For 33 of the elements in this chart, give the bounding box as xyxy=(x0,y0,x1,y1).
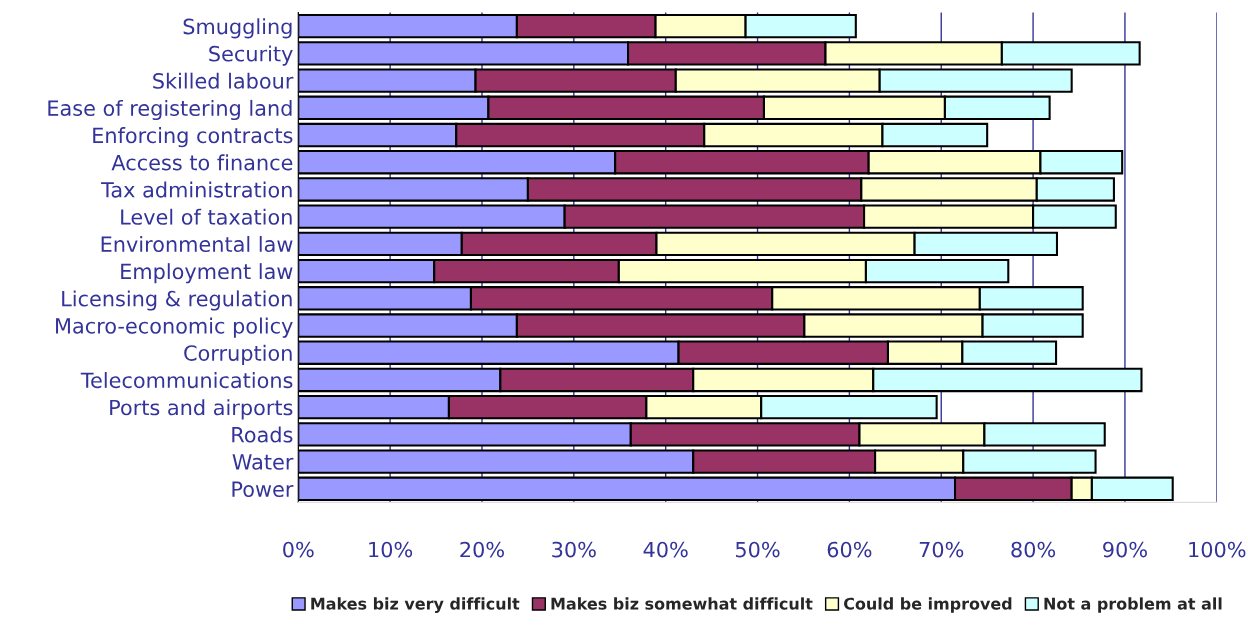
y-tick-label: Power xyxy=(232,481,294,497)
y-tick-label: Level of taxation xyxy=(121,208,292,225)
legend-label: Makes biz very difficult xyxy=(311,597,520,613)
y-tick-label: Smuggling xyxy=(183,18,292,39)
x-tick-label: 90% xyxy=(1103,541,1147,558)
y-tick-label: Telecommunications xyxy=(80,372,293,389)
x-tick-label: 20% xyxy=(460,541,504,558)
y-tick-label: Enforcing contracts xyxy=(93,127,293,148)
y-tick-label: Ease of registering land xyxy=(48,99,292,121)
y-tick-label: Ports and airports xyxy=(110,399,293,420)
x-tick-label: 30% xyxy=(552,541,596,558)
legend-label: Makes biz somewhat difficult xyxy=(551,597,813,610)
y-tick-label: Water xyxy=(232,454,294,470)
y-tick-label: Environmental law xyxy=(101,235,293,253)
y-tick-label: Employment law xyxy=(121,263,293,284)
legend-label: Could be improved xyxy=(844,597,1012,613)
y-tick-label: Tax administration xyxy=(101,181,292,198)
x-tick-label: 80% xyxy=(1011,541,1056,558)
x-tick-label: 0% xyxy=(283,541,314,558)
y-tick-label: Security xyxy=(209,45,293,66)
x-tick-label: 100% xyxy=(1189,541,1246,558)
x-tick-label: 40% xyxy=(643,541,688,558)
x-tick-label: 10% xyxy=(369,541,413,558)
y-tick-label: Corruption xyxy=(184,344,292,365)
y-tick-label: Roads xyxy=(232,426,293,443)
y-tick-label: Macro-economic policy xyxy=(56,317,293,338)
y-tick-label: Skilled labour xyxy=(153,72,294,89)
legend-label: Not a problem at all xyxy=(1044,597,1222,613)
y-tick-label: Access to finance xyxy=(111,154,293,171)
x-tick-label: 70% xyxy=(919,541,964,558)
x-tick-label: 50% xyxy=(735,541,780,558)
y-tick-label: Licensing & regulation xyxy=(62,290,292,311)
x-tick-label: 60% xyxy=(827,541,872,558)
